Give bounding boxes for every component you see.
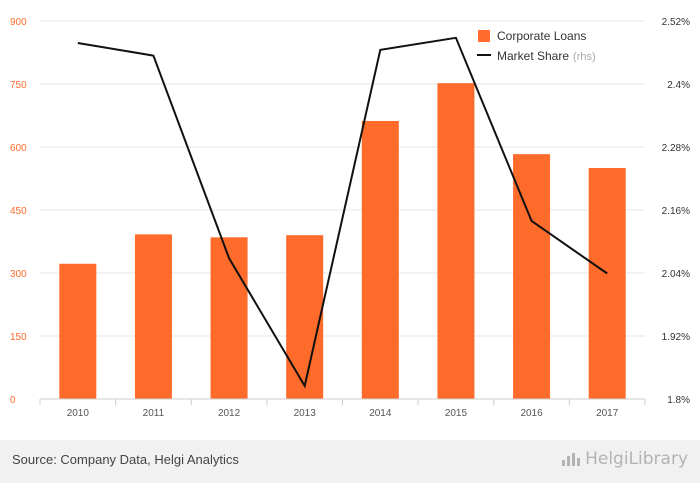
legend-rhs-note: (rhs) xyxy=(573,51,596,63)
right-tick-label: 1.92% xyxy=(662,332,690,343)
x-tick-label: 2010 xyxy=(67,408,90,419)
x-tick-label: 2011 xyxy=(143,408,165,419)
gridlines xyxy=(40,20,645,337)
chart-bars-icon xyxy=(562,453,581,466)
line-market-share xyxy=(77,36,608,389)
bar-2012 xyxy=(210,237,248,399)
bar-2010 xyxy=(59,263,97,399)
right-tick-label: 2.4% xyxy=(667,80,690,91)
brand-logo: HelgiLibrary xyxy=(561,449,688,469)
source-note: Source: Company Data, Helgi Analytics xyxy=(12,452,239,467)
x-tick-label: 2012 xyxy=(218,408,241,419)
right-tick-label: 1.8% xyxy=(667,395,690,406)
bar-2013 xyxy=(286,235,324,399)
x-axis: 2010 2011 2012 2013 2014 2015 2016 2017 xyxy=(39,398,646,419)
left-axis-ticks: 0 150 300 450 600 750 900 xyxy=(10,17,27,406)
left-tick-label: 300 xyxy=(10,269,27,280)
market-share-line xyxy=(77,36,608,389)
right-tick-label: 2.28% xyxy=(662,143,690,154)
bars xyxy=(59,83,626,400)
bar-2011 xyxy=(134,234,172,399)
x-tick-label: 2014 xyxy=(369,408,392,419)
chart: 2010 2011 2012 2013 2014 2015 2016 2017 0 150 300… xyxy=(10,17,690,419)
right-tick-label: 2.04% xyxy=(662,269,690,280)
x-tick-label: 2016 xyxy=(520,408,543,419)
bar-2014 xyxy=(361,120,399,400)
x-tick-label: 2017 xyxy=(596,408,619,419)
left-tick-label: 600 xyxy=(10,143,27,154)
legend-label-market-share: Market Share (rhs) xyxy=(497,49,596,63)
left-tick-label: 0 xyxy=(10,395,16,406)
left-tick-label: 900 xyxy=(10,17,27,28)
bar-2016 xyxy=(513,154,551,399)
left-tick-label: 750 xyxy=(10,80,27,91)
legend: Corporate Loans Market Share (rhs) xyxy=(477,29,596,63)
left-tick-label: 450 xyxy=(10,206,27,217)
legend-label-market-share-name: Market Share xyxy=(497,49,569,63)
brand-name: HelgiLibrary xyxy=(585,449,688,469)
bar-2017 xyxy=(588,168,626,399)
x-tick-label: 2015 xyxy=(445,408,468,419)
footer-band xyxy=(0,440,700,483)
legend-swatch-corporate-loans xyxy=(478,30,490,42)
right-tick-label: 2.52% xyxy=(662,17,690,28)
legend-label-corporate-loans: Corporate Loans xyxy=(497,29,586,43)
bar-2015 xyxy=(437,83,475,399)
right-tick-label: 2.16% xyxy=(662,206,690,217)
left-tick-label: 150 xyxy=(10,332,27,343)
right-axis-ticks: 1.8% 1.92% 2.04% 2.16% 2.28% 2.4% 2.52% xyxy=(662,17,690,406)
x-tick-label: 2013 xyxy=(294,408,317,419)
